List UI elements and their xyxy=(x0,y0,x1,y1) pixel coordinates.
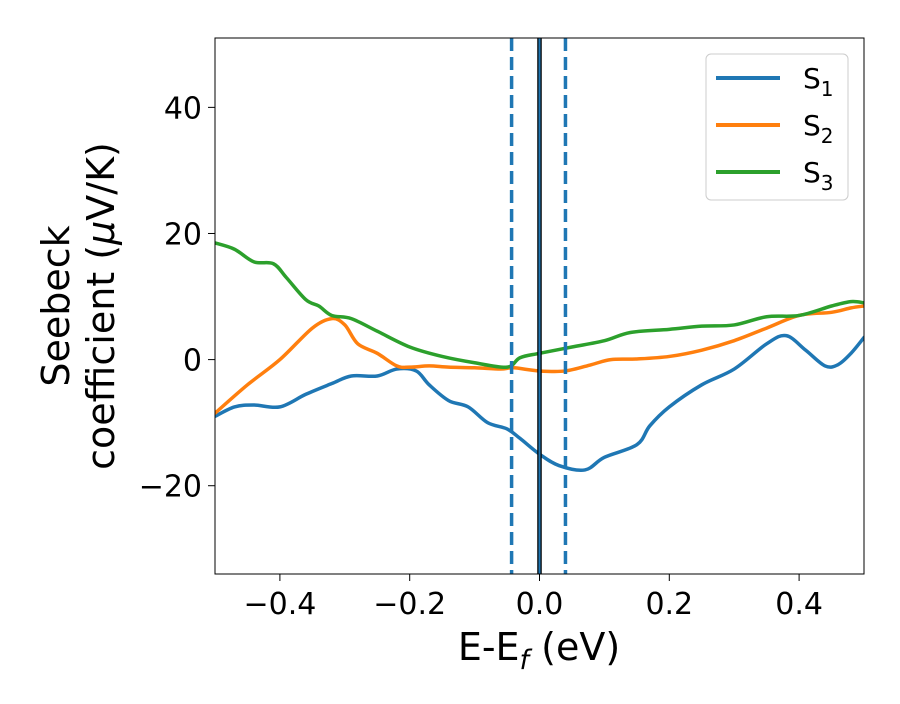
plot-area xyxy=(215,38,864,574)
legend: S1 S2 S3 xyxy=(705,53,849,201)
ticks: −0.4 −0.2 0.0 0.2 0.4 −20 0 20 40 xyxy=(139,91,823,622)
y-axis-label-line2: coefficient (μV/K) xyxy=(79,142,123,470)
x-tick-label: −0.2 xyxy=(373,587,446,622)
x-tick-label: 0.0 xyxy=(516,587,564,622)
x-tick-label: 0.2 xyxy=(645,587,693,622)
x-tick-label: −0.4 xyxy=(243,587,316,622)
legend-label-s2: S2 xyxy=(803,109,834,148)
series-line-s3 xyxy=(215,241,864,370)
y-tick-label: 0 xyxy=(183,344,202,379)
series-line-s1 xyxy=(215,333,864,473)
x-tick-label: 0.4 xyxy=(775,587,823,622)
y-tick-label: 20 xyxy=(164,217,202,252)
y-tick-label: −20 xyxy=(139,470,202,505)
legend-label-s3: S3 xyxy=(803,156,834,195)
legend-label-s1: S1 xyxy=(803,62,834,101)
y-axis-label-line1: Seebeck xyxy=(34,225,78,386)
y-tick-label: 40 xyxy=(164,91,202,126)
y-axis-label: Seebeck coefficient (μV/K) xyxy=(34,142,123,470)
x-axis-label: E-Ef (eV) xyxy=(458,625,620,676)
